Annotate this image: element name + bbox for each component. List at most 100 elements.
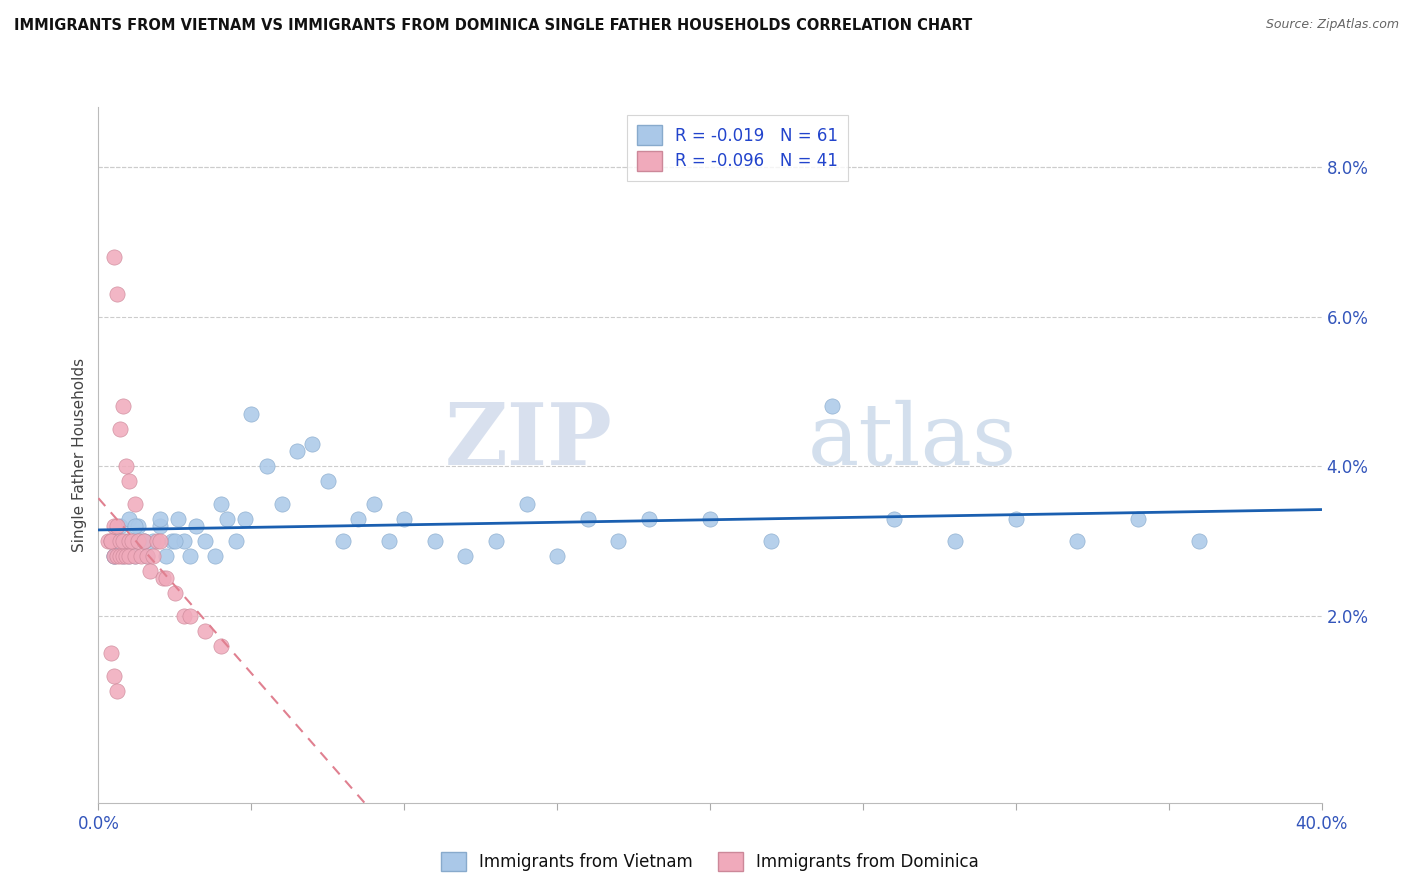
Point: [240, 407, 263, 421]
Point: [134, 533, 156, 548]
Point: [637, 511, 661, 525]
Point: [105, 683, 128, 698]
Point: [103, 549, 125, 563]
Point: [103, 668, 125, 682]
Point: [163, 586, 186, 600]
Point: [139, 564, 162, 578]
Point: [103, 250, 125, 264]
Point: [179, 549, 201, 563]
Point: [363, 497, 385, 511]
Point: [127, 519, 149, 533]
Point: [118, 511, 141, 525]
Point: [607, 533, 630, 548]
Point: [516, 497, 538, 511]
Point: [186, 519, 208, 533]
Point: [155, 571, 177, 585]
Point: [316, 474, 339, 488]
Point: [149, 511, 172, 525]
Point: [194, 533, 217, 548]
Text: atlas: atlas: [808, 400, 1017, 483]
Point: [378, 533, 401, 548]
Point: [105, 533, 128, 548]
Point: [103, 549, 125, 563]
Point: [215, 511, 238, 525]
Point: [124, 549, 146, 563]
Point: [204, 549, 226, 563]
Point: [173, 533, 195, 548]
Point: [127, 533, 149, 548]
Point: [115, 533, 138, 548]
Point: [134, 533, 156, 548]
Point: [1066, 533, 1088, 548]
Legend: Immigrants from Vietnam, Immigrants from Dominica: Immigrants from Vietnam, Immigrants from…: [434, 846, 986, 878]
Point: [194, 624, 217, 638]
Point: [392, 511, 416, 525]
Point: [105, 549, 128, 563]
Point: [1128, 511, 1150, 525]
Point: [270, 497, 292, 511]
Point: [155, 549, 177, 563]
Point: [149, 533, 172, 548]
Point: [142, 549, 165, 563]
Y-axis label: Single Father Households: Single Father Households: [72, 358, 87, 552]
Point: [136, 549, 159, 563]
Point: [160, 533, 183, 548]
Point: [209, 639, 232, 653]
Point: [124, 497, 146, 511]
Point: [485, 533, 508, 548]
Point: [163, 533, 186, 548]
Point: [145, 533, 167, 548]
Point: [699, 511, 721, 525]
Point: [136, 549, 159, 563]
Point: [256, 459, 278, 474]
Point: [108, 422, 131, 436]
Point: [1004, 511, 1026, 525]
Point: [134, 533, 156, 548]
Point: [100, 533, 122, 548]
Point: [118, 549, 141, 563]
Point: [111, 399, 134, 413]
Point: [821, 399, 844, 413]
Point: [105, 287, 128, 301]
Point: [883, 511, 905, 525]
Point: [285, 444, 308, 458]
Point: [759, 533, 782, 548]
Point: [100, 533, 122, 548]
Point: [576, 511, 599, 525]
Point: [167, 511, 190, 525]
Point: [108, 533, 131, 548]
Point: [118, 533, 141, 548]
Point: [100, 533, 122, 548]
Point: [943, 533, 966, 548]
Text: IMMIGRANTS FROM VIETNAM VS IMMIGRANTS FROM DOMINICA SINGLE FATHER HOUSEHOLDS COR: IMMIGRANTS FROM VIETNAM VS IMMIGRANTS FR…: [14, 18, 973, 33]
Point: [111, 549, 134, 563]
Point: [423, 533, 446, 548]
Point: [454, 549, 477, 563]
Point: [108, 549, 131, 563]
Point: [124, 519, 146, 533]
Point: [332, 533, 354, 548]
Point: [108, 533, 131, 548]
Point: [118, 549, 141, 563]
Text: Source: ZipAtlas.com: Source: ZipAtlas.com: [1265, 18, 1399, 31]
Point: [233, 511, 256, 525]
Point: [118, 474, 141, 488]
Point: [97, 533, 120, 548]
Point: [546, 549, 568, 563]
Point: [149, 519, 172, 533]
Point: [100, 646, 122, 660]
Point: [111, 533, 134, 548]
Point: [129, 549, 152, 563]
Point: [301, 436, 323, 450]
Point: [108, 519, 131, 533]
Point: [347, 511, 370, 525]
Point: [142, 533, 165, 548]
Point: [103, 549, 125, 563]
Point: [115, 459, 138, 474]
Text: ZIP: ZIP: [444, 399, 612, 483]
Point: [179, 608, 201, 623]
Point: [111, 549, 134, 563]
Point: [1188, 533, 1211, 548]
Point: [173, 608, 195, 623]
Point: [152, 571, 174, 585]
